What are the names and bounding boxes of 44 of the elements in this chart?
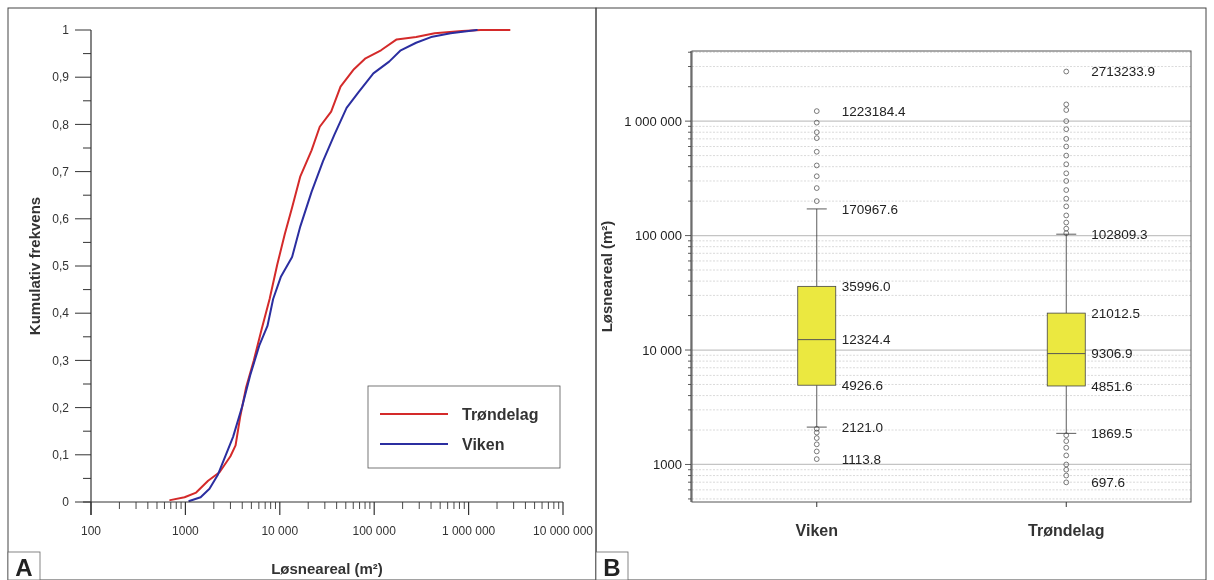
y-tick-label: 0,2: [52, 400, 70, 415]
x-tick-label: Viken: [795, 522, 838, 539]
x-tick-label: Trøndelag: [1028, 522, 1105, 539]
y-tick-label: 1: [62, 23, 70, 38]
annotation: 1223184.4: [841, 103, 907, 119]
y-tick-label: 100 000: [635, 228, 682, 244]
y-axis-title: Løsneareal (m²): [598, 220, 615, 333]
y-tick-label: 0,4: [52, 306, 70, 321]
legend-label: Trøndelag: [462, 405, 539, 423]
annotation: 9306.9: [1091, 346, 1133, 362]
y-tick-label: 1 000 000: [624, 113, 682, 129]
y-tick-label: 0,5: [52, 259, 70, 274]
annotation: 1113.8: [841, 451, 882, 467]
annotation: 4926.6: [841, 377, 884, 393]
legend-label: Viken: [462, 435, 505, 453]
annotation: 12324.4: [841, 332, 892, 348]
y-tick-label: 0: [62, 495, 70, 510]
annotation: 1869.5: [1091, 426, 1133, 442]
annotation: 2121.0: [841, 419, 884, 435]
y-tick-label: 1000: [653, 457, 682, 473]
y-tick-label: 0,8: [52, 117, 70, 132]
x-axis-title: Løsneareal (m²): [271, 560, 383, 577]
annotation: 35996.0: [841, 279, 891, 295]
annotation: 697.6: [1091, 475, 1126, 491]
annotation: 2713233.9: [1091, 64, 1156, 80]
x-tick-label: 100 000: [352, 524, 397, 538]
y-tick-label: 0,3: [52, 353, 70, 368]
annotation: 170967.6: [841, 201, 899, 217]
x-tick-label: 10 000 000: [532, 524, 594, 538]
y-axis-title: Kumulativ frekvens: [26, 196, 43, 336]
y-tick-label: 0,1: [52, 448, 70, 462]
y-tick-label: 0,9: [52, 70, 70, 85]
annotation: 4851.6: [1091, 378, 1133, 394]
y-tick-label: 10 000: [642, 342, 682, 358]
x-tick-label: 100: [80, 524, 102, 538]
x-tick-label: 1000: [172, 524, 200, 538]
y-tick-label: 0,6: [52, 212, 70, 226]
annotation: 21012.5: [1091, 305, 1141, 321]
text: A: [15, 554, 33, 580]
text: B: [603, 554, 621, 580]
y-tick-label: 0,7: [52, 164, 70, 179]
annotation: 102809.3: [1091, 226, 1148, 242]
x-tick-label: 10 000: [261, 524, 299, 538]
x-tick-label: 1 000 000: [441, 524, 496, 538]
